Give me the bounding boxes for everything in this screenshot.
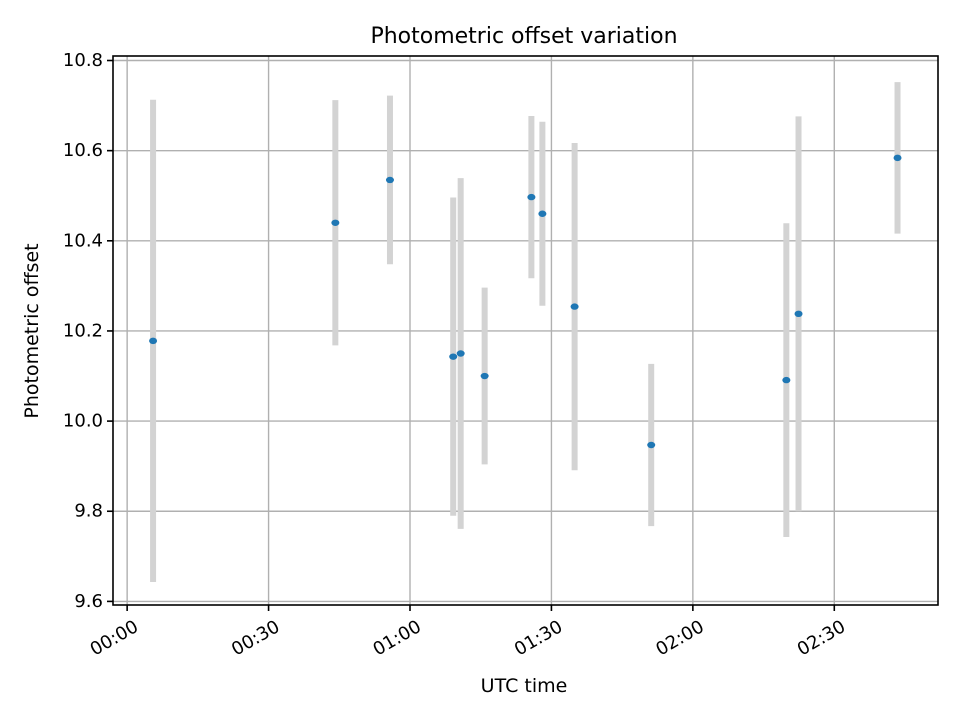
x-axis-title: UTC time — [481, 675, 568, 697]
data-point — [647, 441, 656, 449]
data-point — [456, 350, 465, 357]
chart-title: Photometric offset variation — [370, 24, 677, 49]
y-tick-label: 10.0 — [63, 411, 103, 432]
y-tick-label: 10.6 — [63, 140, 103, 161]
data-point — [893, 154, 902, 162]
data-point — [149, 337, 158, 345]
y-tick-label: 9.8 — [74, 501, 103, 522]
data-points — [149, 154, 902, 449]
data-point — [538, 210, 547, 217]
data-point — [480, 372, 489, 380]
data-point — [782, 376, 791, 384]
y-tick-label: 10.8 — [63, 50, 103, 71]
y-tick-label: 9.6 — [74, 591, 103, 612]
data-point — [385, 176, 394, 184]
data-point — [331, 219, 340, 226]
data-point — [527, 193, 536, 201]
data-point — [449, 353, 458, 360]
data-point — [794, 310, 803, 318]
data-point — [570, 303, 579, 310]
y-axis-title: Photometric offset — [21, 243, 43, 418]
y-tick-label: 10.4 — [63, 230, 103, 251]
y-axis: 9.6 9.8 10.0 10.2 10.4 10.6 10.8 — [63, 50, 113, 612]
y-tick-label: 10.2 — [63, 320, 103, 341]
